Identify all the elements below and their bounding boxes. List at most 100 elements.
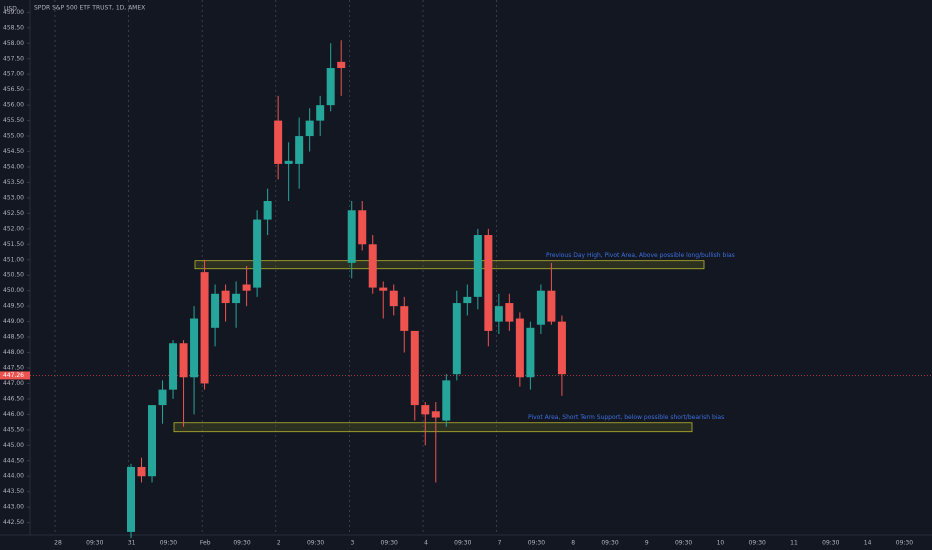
y-tick-label: 450.50: [3, 272, 24, 279]
candle-body: [368, 244, 377, 288]
candle-body: [536, 290, 545, 325]
y-tick-label: 446.00: [3, 411, 24, 418]
candle-body: [379, 287, 388, 291]
candle-body: [494, 306, 503, 322]
x-tick-label: 7: [498, 540, 502, 547]
x-tick-label: 09:30: [675, 540, 692, 547]
candle-body: [431, 411, 440, 418]
y-tick-label: 456.50: [3, 86, 24, 93]
y-tick-label: 457.50: [3, 55, 24, 62]
y-tick-label: 452.50: [3, 210, 24, 217]
last-price-label: 447.26: [3, 372, 24, 379]
y-tick-label: 443.00: [3, 504, 24, 511]
candle-body: [158, 389, 167, 406]
candle-body: [337, 61, 346, 69]
x-tick-label: Feb: [200, 540, 211, 547]
y-tick-label: 454.00: [3, 163, 24, 170]
chart-title: SPDR S&P 500 ETF TRUST, 1D, AMEX: [34, 5, 145, 12]
candle-body: [263, 201, 272, 220]
x-tick-label: 31: [128, 540, 136, 547]
y-tick-label: 444.50: [3, 457, 24, 464]
candle-body: [169, 343, 178, 390]
candle-body: [410, 330, 419, 406]
x-tick-label: 10: [717, 540, 725, 547]
last-price-tag: [0, 371, 30, 380]
y-tick-label: 442.50: [3, 519, 24, 526]
x-tick-label: 8: [571, 540, 575, 547]
zone-box: [194, 260, 705, 270]
y-tick-label: 455.00: [3, 133, 24, 140]
zone-annotation: Previous Day High, Pivot Area, Above pos…: [546, 252, 735, 259]
candle-body: [463, 296, 472, 304]
y-tick-label: 451.50: [3, 241, 24, 248]
candle-body: [326, 68, 335, 106]
x-tick-label: 09:30: [749, 540, 766, 547]
candle-body: [515, 318, 524, 378]
x-tick-label: 09:30: [822, 540, 839, 547]
candle-body: [232, 293, 241, 304]
y-tick-label: 458.50: [3, 24, 24, 31]
y-tick-label: 449.50: [3, 303, 24, 310]
x-tick-label: 09:30: [86, 540, 103, 547]
candle-body: [557, 321, 566, 375]
y-tick-label: 445.50: [3, 426, 24, 433]
x-tick-label: 9: [645, 540, 649, 547]
candle-body: [389, 290, 398, 307]
x-tick-label: 3: [350, 540, 354, 547]
x-tick-label: 14: [864, 540, 872, 547]
candle-body: [211, 293, 220, 328]
candle-body: [284, 160, 293, 164]
y-tick-label: 449.00: [3, 318, 24, 325]
candle-body: [242, 284, 251, 291]
candle-body: [190, 318, 199, 378]
candle-body: [295, 136, 304, 164]
candle-body: [179, 343, 188, 378]
candle-body: [421, 405, 430, 415]
candle-body: [526, 327, 535, 378]
candle-body: [547, 290, 556, 322]
candle-body: [316, 105, 325, 121]
x-tick-label: 09:30: [454, 540, 471, 547]
x-tick-label: 09:30: [381, 540, 398, 547]
candle-body: [452, 303, 461, 375]
x-tick-label: 09:30: [160, 540, 177, 547]
x-tick-label: 28: [54, 540, 62, 547]
candle-body: [221, 290, 230, 304]
axis-unit: USD: [4, 6, 17, 13]
candle-body: [473, 235, 482, 297]
y-tick-label: 454.50: [3, 148, 24, 155]
candle-body: [305, 120, 314, 137]
y-tick-label: 455.50: [3, 117, 24, 124]
y-tick-label: 445.00: [3, 442, 24, 449]
x-tick-label: 09:30: [896, 540, 913, 547]
candle-body: [200, 272, 209, 384]
y-tick-label: 459.00: [3, 9, 24, 16]
y-tick-label: 447.50: [3, 365, 24, 372]
candle-body: [347, 210, 356, 263]
x-tick-label: 09:30: [528, 540, 545, 547]
x-tick-label: 11: [790, 540, 798, 547]
x-tick-label: 09:30: [233, 540, 250, 547]
zone-box: [173, 422, 693, 433]
y-tick-label: 453.00: [3, 194, 24, 201]
candle-body: [484, 235, 493, 331]
y-tick-label: 448.50: [3, 334, 24, 341]
candle-body: [442, 380, 451, 421]
y-tick-label: 450.00: [3, 287, 24, 294]
y-tick-label: 457.00: [3, 71, 24, 78]
y-tick-label: 451.00: [3, 256, 24, 263]
y-tick-label: 444.00: [3, 473, 24, 480]
y-tick-label: 453.50: [3, 179, 24, 186]
y-tick-label: 448.00: [3, 349, 24, 356]
x-tick-label: 4: [424, 540, 428, 547]
candle-body: [274, 120, 283, 164]
candle-body: [127, 466, 135, 532]
candle-body: [137, 466, 146, 477]
candle-body: [253, 219, 262, 288]
y-tick-label: 446.50: [3, 395, 24, 402]
candle-body: [505, 303, 514, 322]
y-tick-label: 452.00: [3, 225, 24, 232]
y-tick-label: 456.00: [3, 102, 24, 109]
x-tick-label: 09:30: [601, 540, 618, 547]
